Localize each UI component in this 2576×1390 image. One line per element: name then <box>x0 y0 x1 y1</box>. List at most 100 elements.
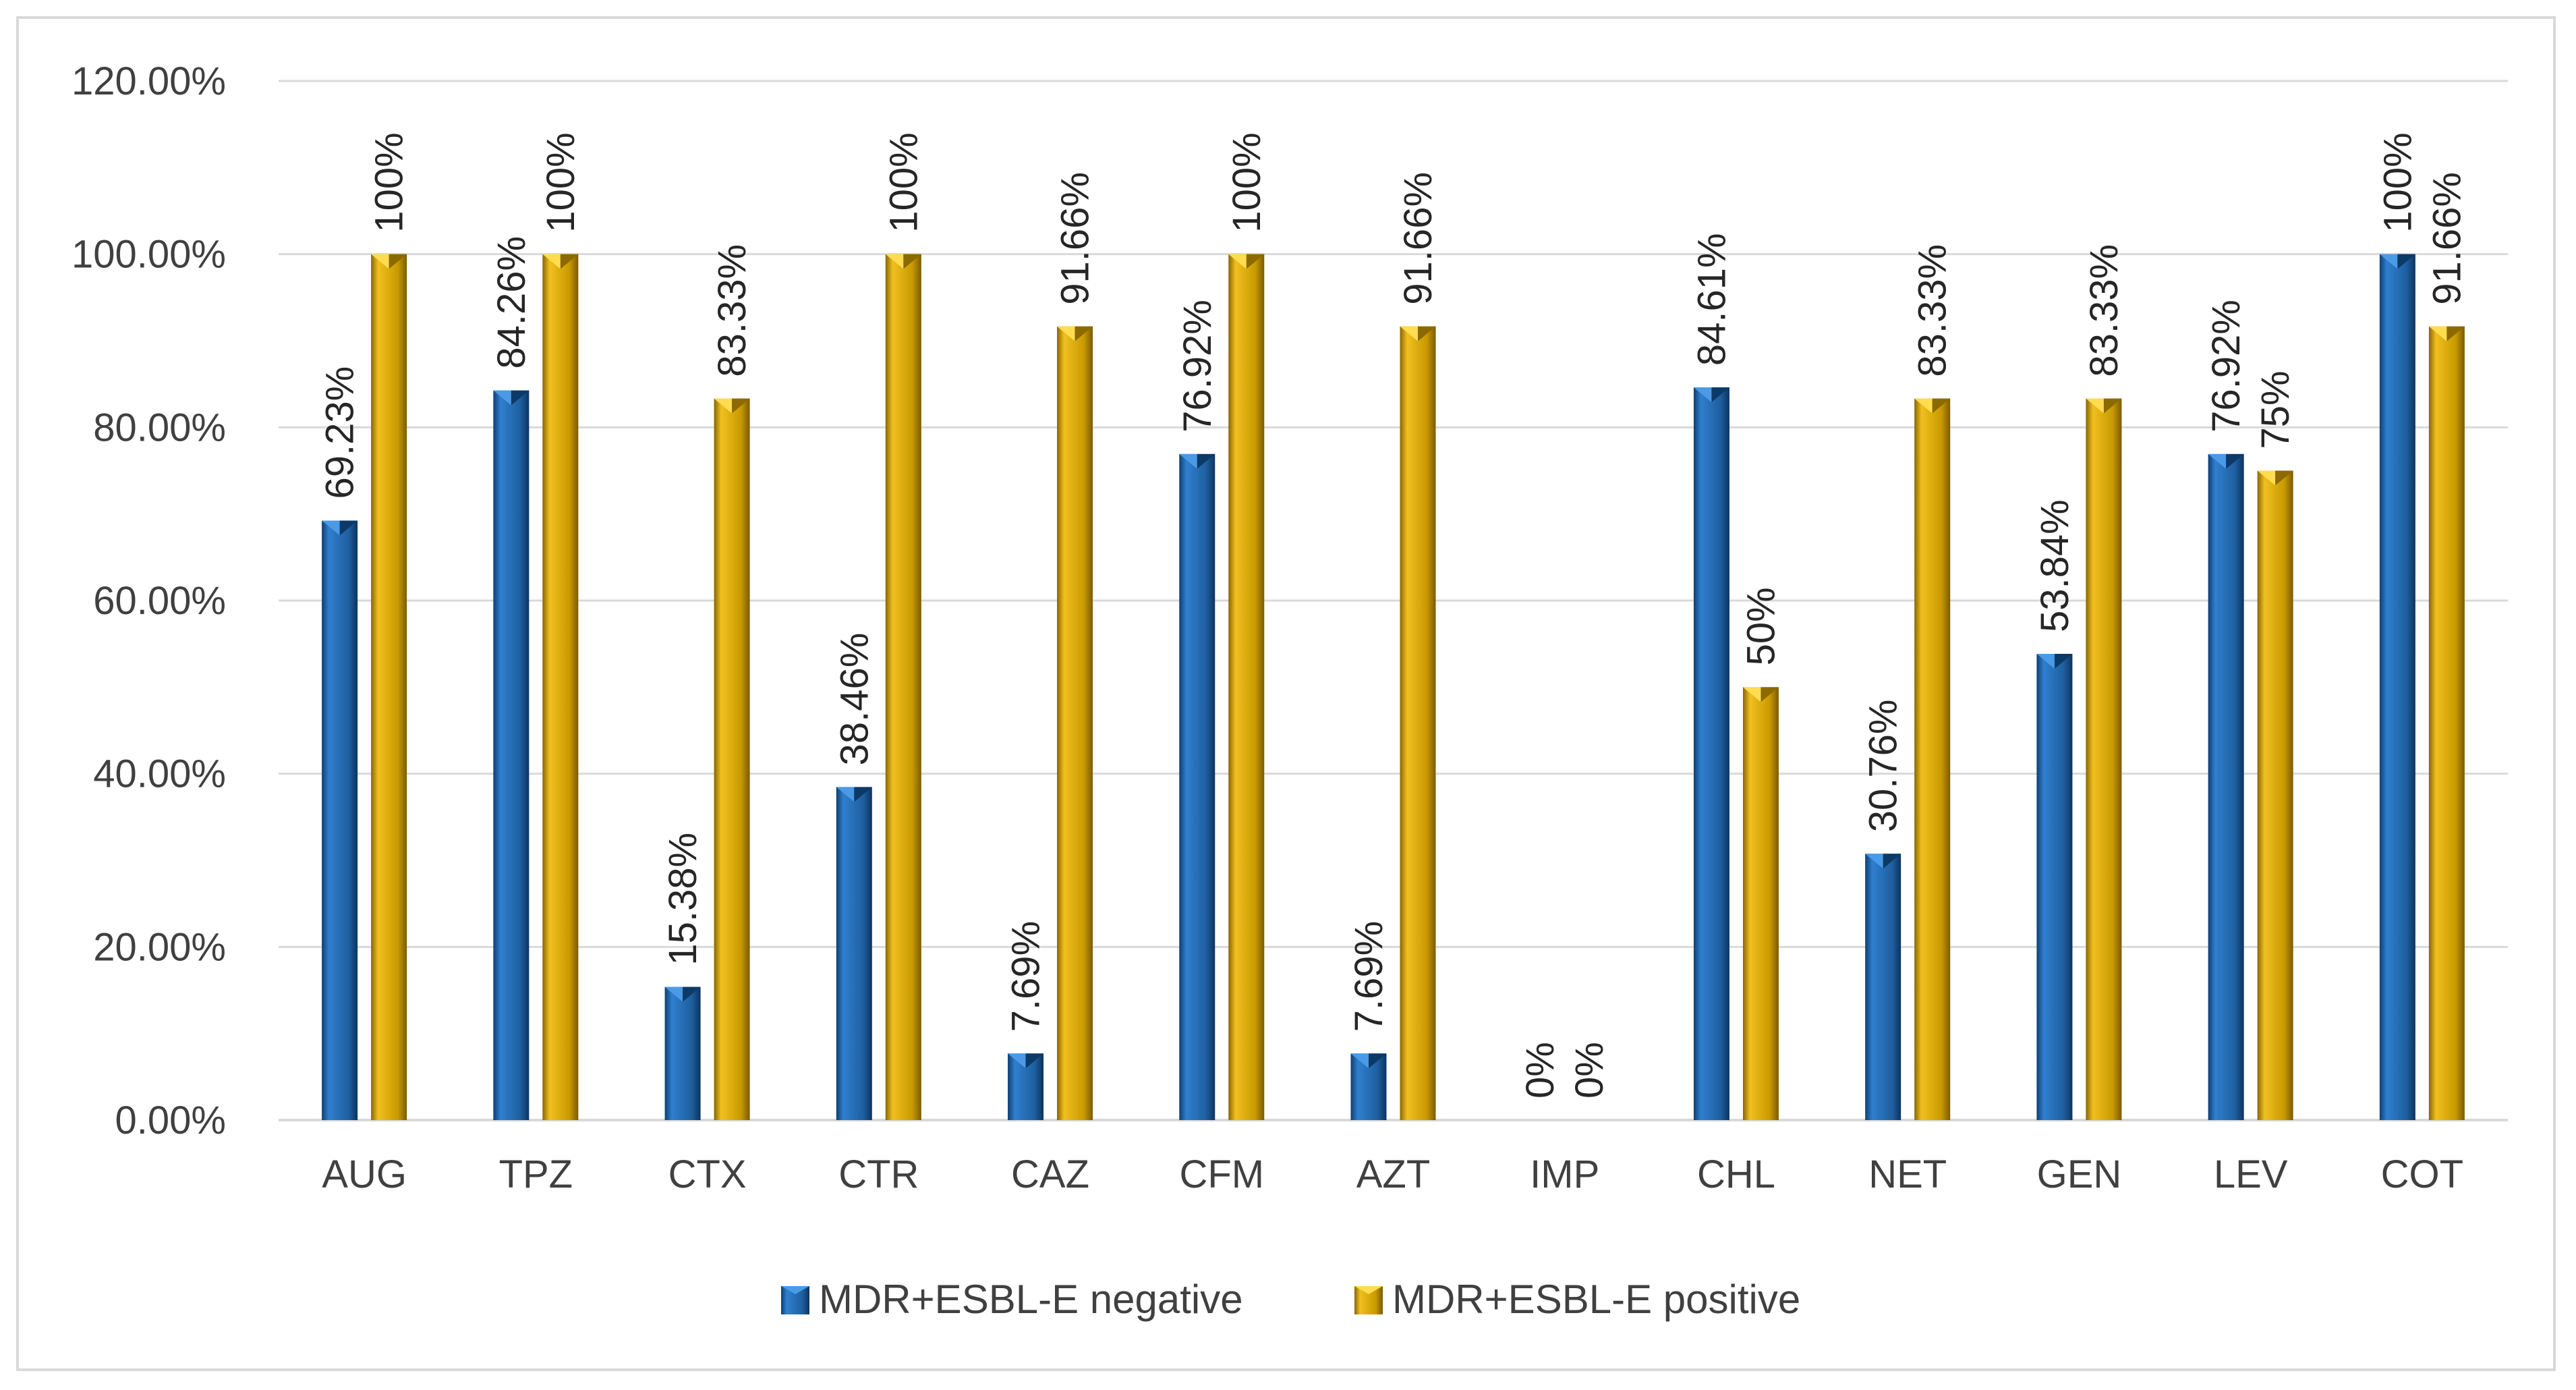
bar-negative-net <box>1865 854 1901 1120</box>
x-tick-label: CHL <box>1697 1152 1775 1196</box>
bar-body <box>1228 254 1265 1121</box>
bar-positive-gen <box>2086 398 2122 1120</box>
y-tick-label: 100.00% <box>71 233 226 277</box>
data-label: 84.61% <box>1690 233 1734 366</box>
bar-body <box>2086 398 2122 1120</box>
y-tick-label: 60.00% <box>93 579 226 623</box>
y-axis: 0.00% 20.00% 40.00% 60.00% 80.00% 100.00% 120.… <box>71 59 226 1142</box>
bar-bevel <box>1711 387 1729 403</box>
bar-bevel <box>560 254 579 269</box>
bar-positive-aug <box>371 254 407 1121</box>
bar-bevel <box>2086 398 2104 414</box>
bar-body <box>664 986 701 1120</box>
bar-positive-cot <box>2428 326 2465 1120</box>
bar-negative-ctx <box>664 986 701 1120</box>
bar-bevel <box>664 986 683 1002</box>
data-label: 100% <box>368 132 411 232</box>
x-tick-label: CTX <box>668 1152 747 1196</box>
bar-negative-caz <box>1008 1053 1044 1120</box>
x-tick-label: AUG <box>322 1152 407 1196</box>
bar-negative-cot <box>2379 254 2415 1121</box>
x-tick-label: CFM <box>1179 1152 1264 1196</box>
bar-negative-tpz <box>493 390 529 1120</box>
bar-body <box>1179 453 1215 1120</box>
bar-negative-lev <box>2208 453 2244 1120</box>
bar-bevel <box>339 520 358 536</box>
data-label: 91.66% <box>1396 172 1440 305</box>
bar-body <box>542 254 579 1121</box>
bar-bevel <box>1369 1053 1387 1069</box>
x-tick-label: COT <box>2381 1152 2463 1196</box>
data-label: 83.33% <box>710 244 754 377</box>
y-tick-label: 20.00% <box>93 925 226 969</box>
bar-body <box>1693 387 1729 1121</box>
bar-bevel <box>2208 453 2227 469</box>
bar-bevel <box>1025 1053 1044 1069</box>
bar-body <box>1914 398 1951 1120</box>
bar-bevel <box>2275 470 2293 486</box>
data-label: 53.84% <box>2033 499 2077 632</box>
bar-positive-ctr <box>885 254 921 1121</box>
data-label: 69.23% <box>318 366 362 499</box>
chart-frame: 0.00% 20.00% 40.00% 60.00% 80.00% 100.00% 120.… <box>16 16 2556 1371</box>
bar-bevel <box>1761 687 1779 702</box>
bar-body <box>2379 254 2415 1121</box>
data-label: 38.46% <box>832 633 876 766</box>
data-label: 100% <box>2376 132 2420 232</box>
data-label: 7.69% <box>1004 921 1048 1032</box>
x-tick-label: TPZ <box>499 1152 573 1196</box>
bar-bevel <box>1179 453 1197 469</box>
data-label: 15.38% <box>661 833 705 966</box>
data-label: 7.69% <box>1347 921 1391 1032</box>
legend-swatch-bevel <box>781 1286 809 1294</box>
data-label: 0% <box>1518 1042 1562 1099</box>
data-label: 76.92% <box>2204 300 2248 433</box>
bar-bevel <box>2226 453 2244 469</box>
bar-bevel <box>836 787 855 802</box>
x-axis: AUG TPZ CTX CTR CAZ CFM AZT IMP CHL NET GEN LEV COT <box>322 1152 2463 1196</box>
bar-bevel <box>371 254 389 269</box>
bar-positive-cfm <box>1228 254 1265 1121</box>
legend: MDR+ESBL-E negative MDR+ESBL-E positive <box>781 1277 1800 1322</box>
bar-bevel <box>322 520 340 536</box>
bar-body <box>493 390 529 1120</box>
data-label: 0% <box>1568 1042 1611 1099</box>
bar-bevel <box>2397 254 2415 269</box>
bar-negative-aug <box>322 520 358 1120</box>
legend-item-positive: MDR+ESBL-E positive <box>1354 1277 1800 1322</box>
gridlines <box>279 80 2508 1121</box>
y-tick-label: 120.00% <box>71 59 226 103</box>
bar-bevel <box>683 986 701 1002</box>
y-tick-label: 0.00% <box>115 1099 226 1142</box>
data-labels: 69.23%100%84.26%100%15.38%83.33%38.46%10… <box>318 132 2469 1099</box>
bar-body <box>714 398 750 1120</box>
bar-body <box>371 254 407 1121</box>
bar-positive-caz <box>1057 326 1093 1120</box>
data-label: 83.33% <box>2082 244 2126 377</box>
bar-bevel <box>1228 254 1247 269</box>
bar-bevel <box>1883 854 1901 869</box>
bar-bevel <box>1418 326 1436 341</box>
data-label: 76.92% <box>1176 300 1220 433</box>
bar-bevel <box>885 254 904 269</box>
bar-body <box>2428 326 2465 1120</box>
data-label: 50% <box>1739 587 1783 665</box>
data-label: 91.66% <box>2425 172 2469 305</box>
bar-bevel <box>1197 453 1215 469</box>
bar-body <box>1865 854 1901 1120</box>
bar-bevel <box>1075 326 1093 341</box>
bar-bevel <box>2054 654 2073 669</box>
bar-body <box>1400 326 1436 1120</box>
bar-positive-chl <box>1742 687 1779 1120</box>
x-tick-label: CAZ <box>1011 1152 1089 1196</box>
bar-bevel <box>2428 326 2447 341</box>
bar-positive-tpz <box>542 254 579 1121</box>
y-tick-label: 80.00% <box>93 406 226 449</box>
data-label: 100% <box>1225 132 1269 232</box>
bar-bevel <box>1057 326 1075 341</box>
legend-swatch-bevel <box>1354 1286 1383 1294</box>
bar-bevel <box>854 787 872 802</box>
bar-bevel <box>1350 1053 1369 1069</box>
x-tick-label: GEN <box>2037 1152 2122 1196</box>
data-label: 100% <box>882 132 925 232</box>
